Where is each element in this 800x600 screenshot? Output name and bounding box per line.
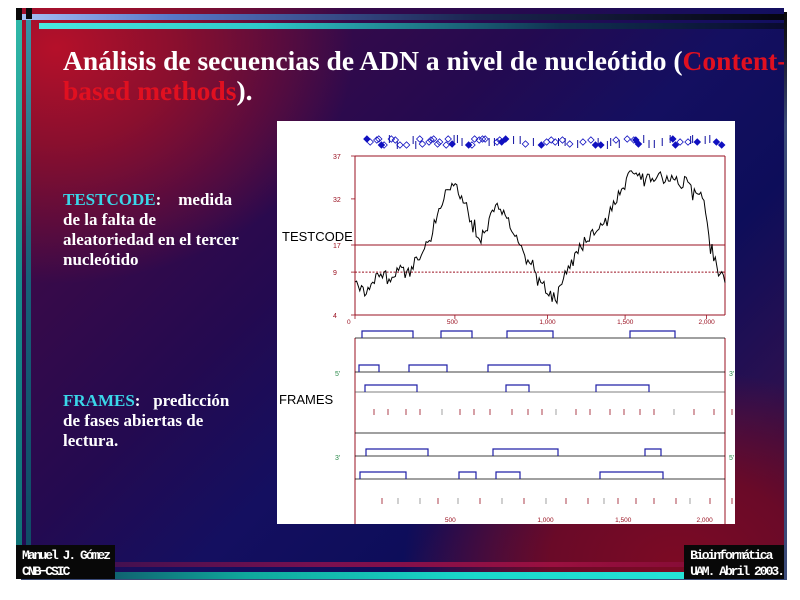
svg-text:5': 5': [729, 455, 734, 462]
svg-text:9: 9: [333, 270, 337, 277]
svg-text:1,500: 1,500: [617, 319, 634, 326]
svg-text:500: 500: [445, 517, 456, 524]
svg-text:37: 37: [333, 154, 341, 161]
svg-text:32: 32: [333, 197, 341, 204]
svg-text:1,000: 1,000: [539, 319, 556, 326]
svg-text:2,000: 2,000: [697, 517, 714, 524]
svg-text:1,000: 1,000: [537, 517, 554, 524]
svg-text:TESTCODE: TESTCODE: [282, 229, 353, 244]
svg-text:500: 500: [447, 319, 458, 326]
svg-text:0: 0: [347, 319, 351, 326]
svg-text:3': 3': [335, 455, 340, 462]
svg-text:FRAMES: FRAMES: [279, 392, 334, 407]
svg-text:2,000: 2,000: [699, 319, 716, 326]
svg-text:4: 4: [333, 313, 337, 320]
svg-text:3': 3': [729, 371, 734, 378]
svg-text:17: 17: [333, 243, 341, 250]
svg-text:5': 5': [335, 371, 340, 378]
svg-text:1,500: 1,500: [615, 517, 632, 524]
